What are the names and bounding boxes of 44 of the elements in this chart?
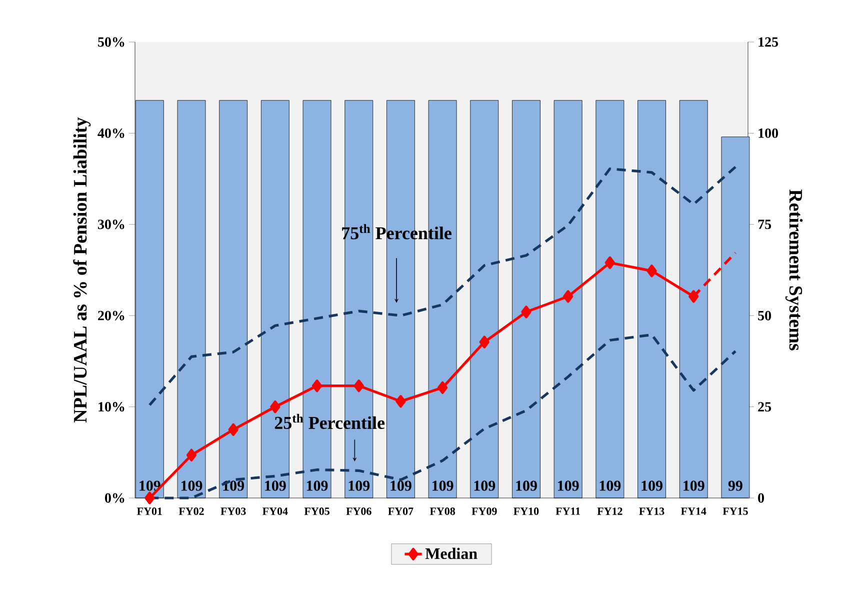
y2-tick-label: 25 xyxy=(758,402,772,412)
x-tick-label: FY10 xyxy=(514,508,539,515)
y-tick-label: 0% xyxy=(105,493,124,503)
data-label: 109 xyxy=(348,480,370,491)
data-label: 109 xyxy=(600,480,621,491)
x-tick-label: FY01 xyxy=(137,508,162,515)
data-label: 99 xyxy=(728,480,742,491)
data-label: 109 xyxy=(558,480,579,491)
x-tick-label: FY13 xyxy=(639,508,664,515)
data-label: 109 xyxy=(432,480,454,491)
y2-axis-title: Retirement Systems xyxy=(785,190,803,350)
x-tick-label: FY04 xyxy=(262,508,288,515)
x-tick-label: FY02 xyxy=(178,508,204,515)
y2-tick-label: 125 xyxy=(758,37,778,47)
y2-tick-label: 0 xyxy=(758,493,764,503)
y-tick-label: 40% xyxy=(98,128,124,138)
y-tick-label: 30% xyxy=(98,220,124,230)
x-tick-label: FY12 xyxy=(597,508,622,515)
y-tick-label: 50% xyxy=(98,37,124,47)
data-label: 109 xyxy=(390,480,412,491)
x-tick-label: FY07 xyxy=(388,508,414,515)
data-label: 109 xyxy=(181,480,202,491)
x-tick-label: FY03 xyxy=(220,508,246,515)
data-label: 109 xyxy=(265,480,286,491)
x-tick-label: FY11 xyxy=(556,508,580,515)
x-tick-label: FY09 xyxy=(472,508,497,515)
x-tick-label: FY08 xyxy=(430,508,456,515)
y-axis-title: NPL/UAAL as % of Pension Liability xyxy=(73,117,91,422)
data-label: 109 xyxy=(474,480,496,491)
legend-label: Median xyxy=(425,548,478,560)
data-label: 109 xyxy=(223,480,244,491)
y-tick-label: 10% xyxy=(98,402,124,412)
data-label: 109 xyxy=(306,480,328,491)
x-tick-label: FY14 xyxy=(680,508,706,515)
x-tick-label: FY05 xyxy=(304,508,330,515)
data-label: 109 xyxy=(684,480,704,491)
y-tick-label: 20% xyxy=(98,310,124,320)
x-tick-label: FY06 xyxy=(346,508,372,515)
y2-tick-label: 100 xyxy=(758,128,778,138)
x-tick-label: FY15 xyxy=(722,508,748,515)
data-label: 109 xyxy=(516,480,537,491)
y2-tick-label: 50 xyxy=(758,310,771,320)
data-label: 109 xyxy=(642,480,662,491)
y2-tick-label: 75 xyxy=(758,220,772,230)
